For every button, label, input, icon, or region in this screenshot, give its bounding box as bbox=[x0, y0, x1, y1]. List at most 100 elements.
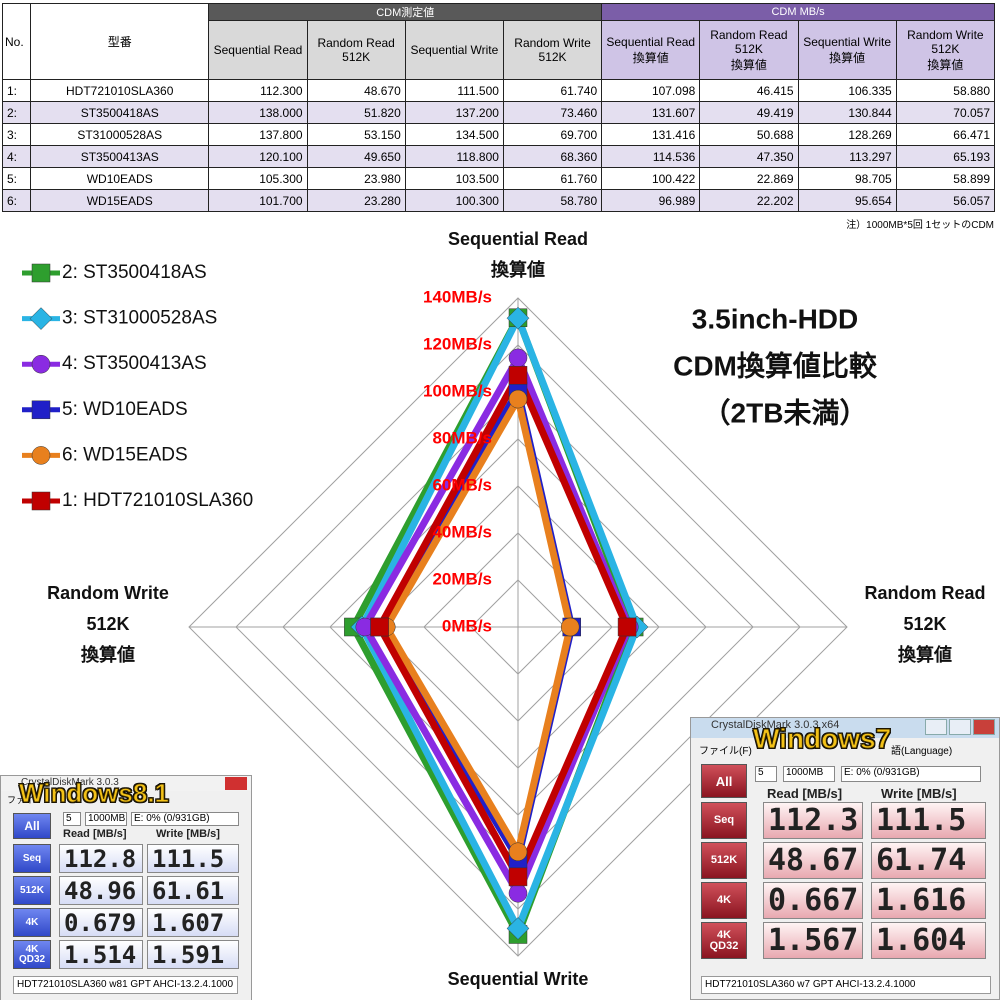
write-value: 1.591 bbox=[147, 940, 239, 969]
app-window: CrystalDiskMark 3.0.3 ファイ Windows8.1 All 5 10… bbox=[0, 775, 252, 1000]
results-table: No. 型番 CDM測定値 CDM MB/s Sequential Read Random… bbox=[1, 3, 996, 212]
cell: 23.980 bbox=[306, 167, 406, 190]
cell: 65.193 bbox=[895, 145, 996, 168]
column-header: Read [MB/s] bbox=[63, 828, 127, 840]
dropdown: 5 bbox=[755, 766, 777, 782]
legend-marker bbox=[29, 307, 53, 330]
all-button: All bbox=[701, 764, 747, 798]
group-header: CDM MB/s bbox=[601, 3, 995, 21]
dropdown: 1000MB bbox=[85, 812, 127, 826]
cell: 137.800 bbox=[208, 123, 308, 146]
write-value: 111.5 bbox=[871, 802, 986, 839]
cell: 137.200 bbox=[404, 101, 504, 124]
cell: 5: bbox=[1, 167, 32, 190]
row-label: Seq bbox=[13, 844, 51, 873]
axis-label: Sequential Read bbox=[448, 229, 588, 249]
read-value: 48.96 bbox=[59, 876, 143, 905]
cell: 50.688 bbox=[699, 123, 799, 146]
data-point bbox=[560, 617, 580, 637]
cell: 70.057 bbox=[895, 101, 996, 124]
column-header: Random Write 512K 換算値 bbox=[895, 20, 996, 80]
title-bar: CrystalDiskMark 3.0.3 bbox=[1, 776, 251, 791]
axis-label: 512K bbox=[86, 614, 129, 634]
tick-label: 40MB/s bbox=[432, 522, 492, 541]
cell: 118.800 bbox=[404, 145, 504, 168]
data-point bbox=[506, 917, 530, 940]
cell: 73.460 bbox=[502, 101, 603, 124]
os-badge: Windows8.1 bbox=[18, 778, 170, 809]
legend-marker bbox=[31, 446, 51, 465]
legend-label: 4: ST3500413AS bbox=[62, 353, 207, 374]
cell: 96.989 bbox=[601, 189, 701, 212]
cell: 61.740 bbox=[502, 79, 603, 102]
data-row: 1: HDT721010SLA360 112.300 48.670 111.500 61.… bbox=[1, 79, 996, 102]
close-button bbox=[225, 777, 247, 790]
legend-label: 6: WD15EADS bbox=[62, 444, 188, 465]
cell: 66.471 bbox=[895, 123, 996, 146]
chart-title: 3.5inch-HDD bbox=[692, 303, 858, 334]
legend-marker bbox=[31, 400, 51, 420]
cell: 98.705 bbox=[797, 167, 897, 190]
write-value: 1.607 bbox=[147, 908, 239, 937]
cell: 56.057 bbox=[895, 189, 996, 212]
dropdown: E: 0% (0/931GB) bbox=[841, 766, 981, 782]
column-header: Write [MB/s] bbox=[881, 786, 957, 801]
legend-marker bbox=[31, 354, 51, 374]
menu-item: ファイル(F) bbox=[699, 746, 752, 757]
footer-comment: HDT721010SLA360 w81 GPT AHCI-13.2.4.1000 bbox=[13, 976, 238, 994]
data-point bbox=[617, 617, 637, 637]
column-header: Write [MB/s] bbox=[156, 828, 220, 840]
cell: 131.607 bbox=[601, 101, 701, 124]
dropdown: 1000MB bbox=[783, 766, 835, 782]
cell: 120.100 bbox=[208, 145, 308, 168]
axis-label: 換算値 bbox=[81, 644, 135, 665]
column-header: Sequential Write 換算値 bbox=[797, 20, 897, 80]
axis-label: Sequential Write bbox=[448, 969, 589, 989]
cell: 100.422 bbox=[601, 167, 701, 190]
cell: 131.416 bbox=[601, 123, 701, 146]
read-value: 0.679 bbox=[59, 908, 143, 937]
legend-marker bbox=[31, 263, 51, 283]
cell: 58.899 bbox=[895, 167, 996, 190]
cell: 49.419 bbox=[699, 101, 799, 124]
write-value: 61.74 bbox=[871, 842, 986, 879]
column-header: Sequential Write bbox=[404, 20, 504, 80]
data-point bbox=[508, 883, 528, 903]
cell: WD15EADS bbox=[30, 189, 210, 212]
tick-label: 60MB/s bbox=[432, 475, 492, 494]
axis-label: 換算値 bbox=[898, 644, 952, 665]
cell: 51.820 bbox=[306, 101, 406, 124]
axis-label: Random Read bbox=[864, 583, 985, 603]
tick-label: 0MB/s bbox=[442, 616, 492, 635]
legend-label: 5: WD10EADS bbox=[62, 399, 188, 420]
note: 注）1000MB*5回 1セットのCDM bbox=[846, 220, 994, 231]
cell: 106.335 bbox=[797, 79, 897, 102]
window-button bbox=[973, 719, 995, 735]
cell: 69.700 bbox=[502, 123, 603, 146]
cell: 101.700 bbox=[208, 189, 308, 212]
cell: WD10EADS bbox=[30, 167, 210, 190]
chart-title: CDM換算値比較 bbox=[673, 349, 878, 381]
data-row: 5: WD10EADS 105.300 23.980 103.500 61.760 100.… bbox=[1, 167, 996, 190]
os-badge: Windows7 bbox=[752, 723, 892, 755]
window-button bbox=[925, 719, 947, 735]
cell: 114.536 bbox=[601, 145, 701, 168]
cell: 68.360 bbox=[502, 145, 603, 168]
row-label: 512K bbox=[13, 876, 51, 905]
cell: 130.844 bbox=[797, 101, 897, 124]
cell: 111.500 bbox=[404, 79, 504, 102]
window-title: CrystalDiskMark 3.0.3 bbox=[21, 777, 119, 788]
data-row: 2: ST3500418AS 138.000 51.820 137.200 73.460 1… bbox=[1, 101, 996, 124]
axis-label: 512K bbox=[903, 614, 946, 634]
menu-item: 語(Language) bbox=[891, 746, 953, 757]
cell: 4: bbox=[1, 145, 32, 168]
cell: 1: bbox=[1, 79, 32, 102]
cell: 49.650 bbox=[306, 145, 406, 168]
data-point bbox=[508, 366, 528, 385]
menu-item: ファイ bbox=[7, 795, 35, 805]
cell: 105.300 bbox=[208, 167, 308, 190]
cell: 58.780 bbox=[502, 189, 603, 212]
cell: 103.500 bbox=[404, 167, 504, 190]
